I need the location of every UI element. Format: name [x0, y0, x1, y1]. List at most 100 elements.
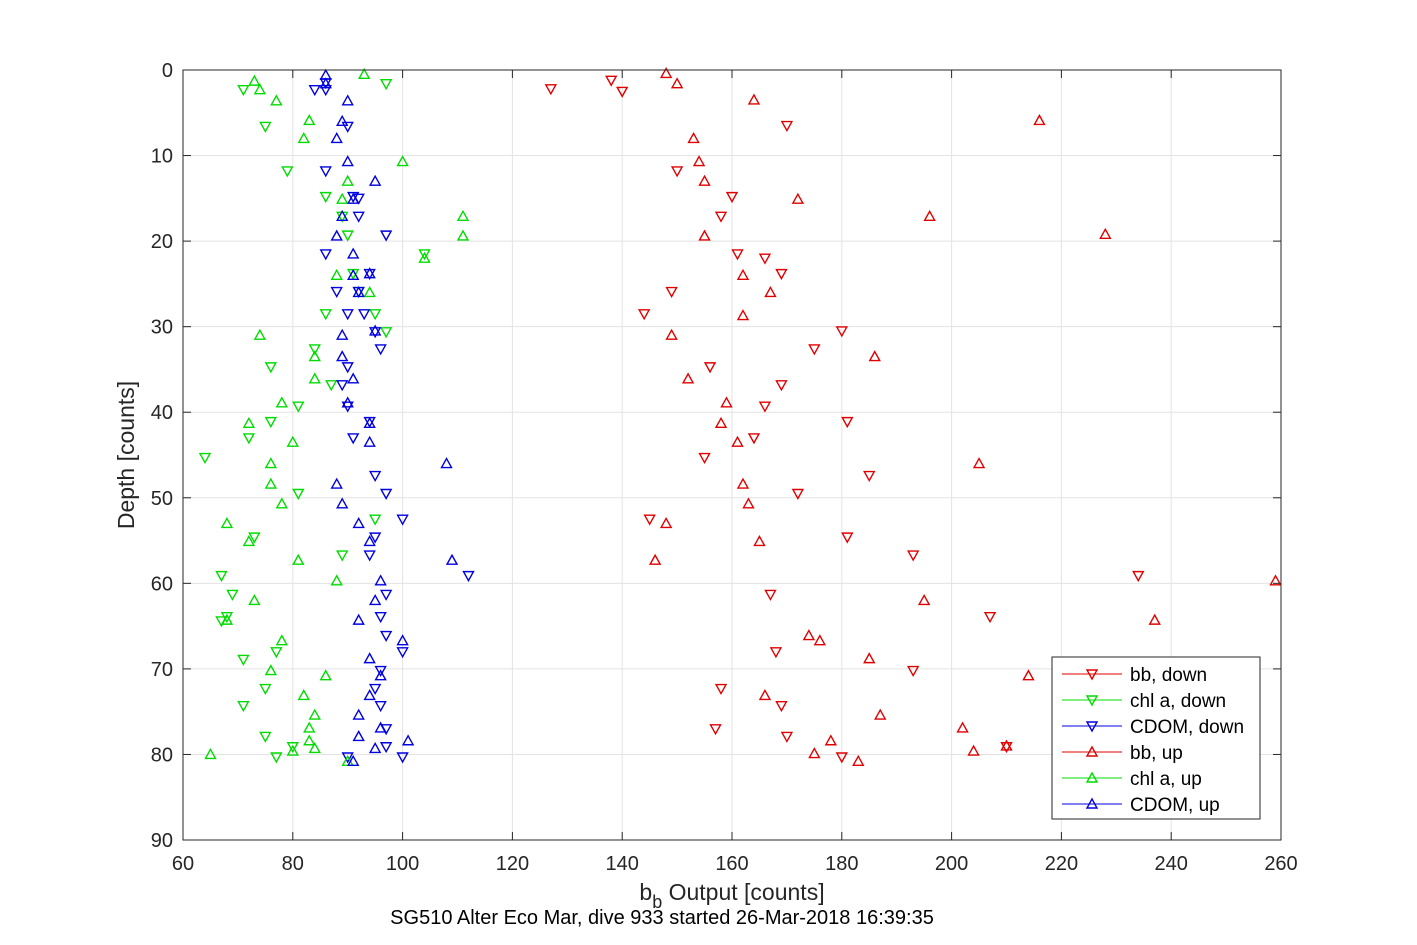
data-point-series-0	[775, 380, 788, 392]
data-point-series-2	[357, 309, 371, 321]
x-tick-label: 200	[935, 853, 968, 875]
data-point-series-3	[736, 309, 750, 321]
data-point-series-5	[347, 754, 360, 766]
data-point-series-0	[714, 211, 728, 223]
legend-entry-label: chl a, down	[1130, 691, 1226, 712]
data-point-series-5	[352, 517, 365, 529]
data-point-series-5	[347, 192, 360, 204]
legend-marker	[1085, 745, 1099, 757]
data-point-series-5	[363, 688, 376, 701]
data-point-series-5	[319, 77, 332, 89]
data-point-series-3	[687, 132, 700, 144]
data-point-series-3	[791, 192, 805, 204]
data-point-series-4	[396, 155, 409, 167]
data-point-series-1	[379, 327, 393, 339]
data-point-series-5	[330, 477, 343, 489]
data-point-series-0	[725, 191, 739, 204]
data-point-series-1	[286, 742, 299, 754]
x-axis-label-rest: Output [counts]	[662, 879, 824, 905]
data-point-series-1	[237, 654, 250, 666]
data-point-series-0	[544, 84, 558, 96]
data-point-series-2	[379, 230, 393, 242]
data-point-series-3	[967, 744, 980, 756]
data-point-series-0	[841, 532, 854, 544]
data-point-series-3	[720, 396, 733, 408]
data-point-series-4	[286, 435, 299, 447]
data-point-series-1	[281, 166, 294, 178]
data-point-series-4	[308, 350, 321, 362]
data-point-series-1	[270, 752, 283, 764]
data-point-series-5	[368, 742, 382, 754]
data-point-series-2	[347, 433, 360, 445]
data-point-series-3	[1022, 669, 1035, 681]
data-point-series-3	[764, 286, 777, 298]
data-point-series-0	[703, 362, 717, 374]
data-point-series-0	[775, 700, 788, 713]
data-point-series-3	[1148, 613, 1161, 625]
data-point-series-4	[286, 744, 299, 756]
data-point-series-0	[698, 452, 711, 465]
data-point-series-1	[319, 309, 332, 321]
data-point-series-3	[956, 721, 969, 733]
data-point-series-1	[242, 433, 256, 445]
data-point-series-4	[275, 497, 289, 509]
data-point-series-1	[259, 731, 272, 743]
legend-entry-label: chl a, up	[1130, 769, 1202, 790]
data-point-series-3	[736, 268, 750, 281]
data-point-series-4	[248, 74, 261, 86]
data-point-series-4	[336, 192, 349, 204]
x-tick-label: 60	[172, 853, 194, 875]
data-point-series-5	[347, 372, 360, 384]
data-point-series-3	[917, 594, 931, 606]
data-point-series-3	[731, 435, 744, 447]
data-point-series-4	[220, 517, 234, 529]
x-tick-labels: 60 80 100 120 140 160 180 200 220 240 260	[172, 853, 1298, 875]
data-point-series-5	[352, 730, 365, 742]
data-point-series-0	[863, 470, 876, 482]
data-point-series-4	[248, 594, 261, 606]
y-tick-label: 90	[151, 830, 173, 852]
data-point-series-4	[204, 748, 217, 760]
data-point-series-3	[1269, 574, 1282, 586]
data-point-series-1	[259, 121, 272, 133]
data-point-series-5	[401, 734, 415, 746]
data-point-series-3	[736, 477, 750, 489]
data-point-series-5	[363, 267, 376, 279]
data-point-series-4	[418, 251, 431, 263]
data-point-series-0	[906, 665, 920, 678]
data-point-series-0	[764, 589, 777, 601]
data-point-series-0	[643, 514, 656, 526]
data-point-series-3	[1000, 739, 1013, 751]
data-point-series-1	[292, 488, 305, 500]
data-point-series-2	[379, 589, 393, 601]
data-point-series-2	[374, 665, 387, 678]
data-point-series-3	[824, 734, 838, 746]
x-tick-label: 220	[1045, 853, 1078, 875]
data-point-series-2	[341, 752, 354, 764]
data-point-series-3	[808, 747, 821, 759]
data-point-series-1	[368, 309, 382, 321]
data-point-series-5	[341, 94, 354, 106]
data-point-series-2	[341, 121, 354, 133]
data-point-series-3	[923, 209, 936, 221]
data-point-series-4	[242, 416, 256, 429]
data-point-series-5	[352, 286, 365, 298]
data-point-series-2	[341, 309, 354, 321]
data-point-series-3	[665, 328, 678, 340]
data-point-series-5	[330, 132, 343, 144]
data-point-series-1	[248, 532, 261, 544]
data-points	[198, 66, 1282, 766]
legend-marker	[1085, 721, 1099, 733]
data-point-series-1	[264, 416, 278, 429]
data-point-series-3	[874, 708, 887, 720]
data-point-series-5	[368, 174, 382, 186]
data-point-series-2	[379, 742, 393, 754]
data-point-series-1	[418, 249, 431, 261]
data-point-series-0	[835, 326, 848, 338]
data-point-series-2	[319, 249, 332, 261]
data-point-series-2	[319, 84, 332, 97]
x-axis-label: bb Output [counts]	[639, 879, 824, 912]
data-point-series-3	[1033, 114, 1046, 126]
x-tick-label: 80	[282, 853, 304, 875]
data-point-series-5	[336, 328, 349, 340]
